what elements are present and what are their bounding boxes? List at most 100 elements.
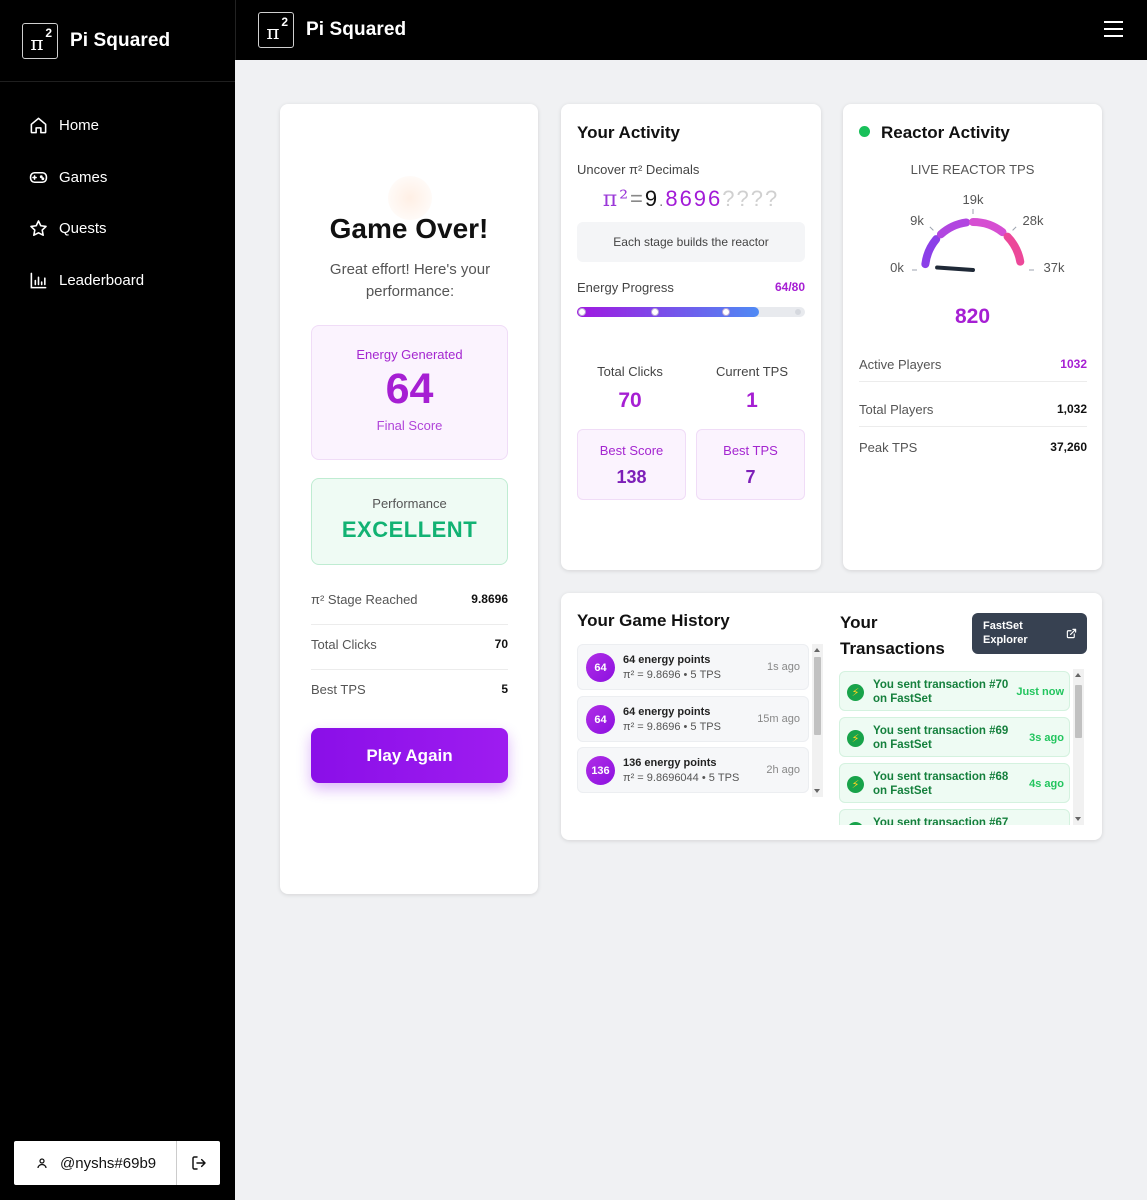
scroll-down-arrow[interactable] (1075, 817, 1081, 821)
list-item[interactable]: ⚡ You sent transaction #67 on (839, 809, 1070, 825)
energy-progress-fill (577, 307, 760, 317)
play-again-button[interactable]: Play Again (311, 728, 508, 783)
score-badge: 64 (586, 653, 615, 682)
user-box: @nyshs#69b9 (14, 1141, 220, 1185)
sidebar-item-label: Home (59, 117, 100, 135)
stage-info-box: Each stage builds the reactor (577, 222, 805, 262)
final-score-label: Final Score (376, 418, 443, 433)
game-history-title: Your Game History (577, 611, 730, 630)
list-item[interactable]: 136 136 energy points π² = 9.8696044 • 5… (577, 747, 809, 793)
fastset-explorer-button[interactable]: FastSet Explorer (972, 613, 1087, 654)
history-scrollbar[interactable] (812, 644, 823, 797)
energy-progress-label: Energy Progress (577, 280, 674, 295)
game-over-subtitle: Great effort! Here's your performance: (329, 261, 491, 300)
external-link-icon (1066, 628, 1077, 639)
scroll-up-arrow[interactable] (814, 648, 820, 652)
progress-marker (651, 308, 659, 316)
energy-generated-label: Energy Generated (356, 347, 463, 362)
gauge-segment (1003, 232, 1025, 266)
sidebar-item-home[interactable]: Home (0, 100, 235, 152)
user-icon (37, 1158, 47, 1169)
sidebar-item-label: Quests (59, 220, 107, 238)
energy-progress-value: 64/80 (774, 280, 805, 294)
lightning-icon: ⚡ (847, 684, 864, 701)
logout-icon (191, 1156, 206, 1170)
score-badge: 136 (586, 756, 615, 785)
gauge-tick (1012, 226, 1017, 231)
reactor-tps-value: 820 (954, 305, 991, 328)
gauge-tick-label: 28k (1023, 213, 1044, 228)
active-players-row: Active Players 1032 (859, 357, 1087, 372)
list-item[interactable]: ⚡ You sent transaction #70 on FastSet Ju… (839, 671, 1070, 711)
progress-marker (578, 308, 586, 316)
sidebar-item-games[interactable]: Games (0, 152, 235, 204)
transactions-list[interactable]: ⚡ You sent transaction #70 on FastSet Ju… (838, 669, 1087, 825)
stat-stage-reached: π² Stage Reached 9.8696 (311, 592, 508, 625)
sidebar-item-quests[interactable]: Quests (0, 203, 235, 255)
sidebar-item-label: Leaderboard (59, 271, 145, 289)
performance-label: Performance (372, 496, 447, 511)
list-item[interactable]: 64 64 energy points π² = 9.8696 • 5 TPS … (577, 644, 809, 690)
transactions-title: Your Transactions (840, 613, 945, 658)
user-profile-button[interactable]: @nyshs#69b9 (14, 1141, 177, 1185)
gauge-segment (936, 218, 971, 239)
brand-name: Pi Squared (70, 29, 171, 51)
gauge-tick-label: 9k (910, 213, 924, 228)
divider (859, 426, 1087, 427)
sidebar-nav: Home Games Quests Leaderboard (0, 82, 235, 306)
progress-marker (795, 309, 801, 315)
logout-button[interactable] (177, 1141, 220, 1185)
scroll-thumb[interactable] (814, 657, 821, 735)
best-tps-box: Best TPS 7 (696, 429, 805, 500)
stat-total-clicks: Total Clicks 70 (311, 637, 508, 670)
game-history-list[interactable]: 64 64 energy points π² = 9.8696 • 5 TPS … (577, 644, 824, 797)
sidebar-item-label: Games (59, 168, 108, 186)
gauge-tick-label: 19k (963, 192, 984, 207)
best-score-box: Best Score 138 (577, 429, 686, 500)
list-item[interactable]: ⚡ You sent transaction #69 on FastSet 3s… (839, 717, 1070, 757)
glow-decoration (388, 176, 432, 220)
gauge-segment (921, 235, 941, 269)
stat-best-tps: Best TPS 5 (311, 682, 508, 697)
activity-title: Your Activity (577, 123, 680, 142)
gauge-tick (929, 226, 934, 231)
sidebar-item-leaderboard[interactable]: Leaderboard (0, 255, 235, 307)
progress-marker (722, 308, 730, 316)
scroll-up-arrow[interactable] (1075, 673, 1081, 677)
reactor-tps-gauge: 0k 9k 19k 28k 37k (890, 192, 1065, 275)
gauge-tick-label: 37k (1044, 260, 1065, 275)
header-brand-name: Pi Squared (306, 19, 407, 40)
total-clicks-stat: Total Clicks 70 (597, 364, 663, 412)
scroll-thumb[interactable] (1075, 685, 1082, 738)
lightning-icon: ⚡ (847, 776, 864, 793)
energy-progress-bar (577, 307, 805, 317)
transactions-scrollbar[interactable] (1073, 669, 1084, 825)
energy-generated-value: 64 (385, 365, 434, 413)
list-item[interactable]: 64 64 energy points π² = 9.8696 • 5 TPS … (577, 696, 809, 742)
uncover-decimals-label: Uncover π² Decimals (577, 162, 700, 177)
user-handle: @nyshs#69b9 (60, 1154, 157, 1172)
peak-tps-row: Peak TPS 37,260 (859, 440, 1087, 455)
lightning-icon: ⚡ (847, 822, 864, 825)
list-item[interactable]: ⚡ You sent transaction #68 on FastSet 4s… (839, 763, 1070, 803)
performance-box: Performance EXCELLENT (311, 478, 508, 565)
reactor-title: Reactor Activity (881, 123, 1010, 142)
gauge-segment (969, 218, 1007, 237)
home-icon (30, 117, 47, 134)
pi-squared-decimals: π²=9.8696???? (602, 186, 780, 212)
energy-generated-box: Energy Generated 64 Final Score (311, 325, 508, 460)
hamburger-menu-icon[interactable] (1104, 20, 1123, 38)
divider (859, 381, 1087, 382)
current-tps-stat: Current TPS 1 (715, 364, 788, 412)
bar-chart-icon (30, 272, 47, 289)
total-players-row: Total Players 1,032 (859, 402, 1087, 417)
scroll-down-arrow[interactable] (814, 789, 820, 793)
gauge-tick-label: 0k (890, 260, 904, 275)
gauge-needle (935, 265, 975, 272)
live-reactor-tps-label: LIVE REACTOR TPS (910, 162, 1035, 177)
